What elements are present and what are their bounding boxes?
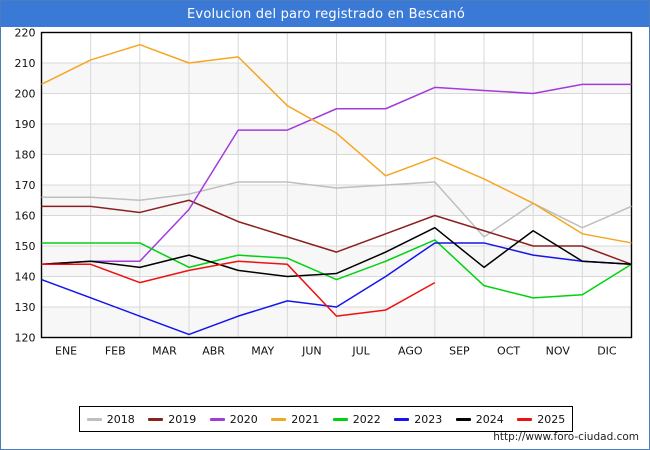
x-axis-tick-label: MAR xyxy=(152,345,177,358)
legend-label: 2024 xyxy=(475,412,504,426)
legend-item-2024[interactable]: 2024 xyxy=(455,412,504,426)
legend-item-2022[interactable]: 2022 xyxy=(332,412,381,426)
legend-label: 2022 xyxy=(352,412,381,426)
source-url: http://www.foro-ciudad.com xyxy=(493,431,639,443)
series-line-2022 xyxy=(41,239,632,299)
series-line-2024 xyxy=(41,226,632,278)
x-axis-tick-label: DIC xyxy=(597,345,617,358)
legend-item-2020[interactable]: 2020 xyxy=(209,412,258,426)
y-axis-tick-label: 140 xyxy=(15,271,36,284)
legend-label: 2023 xyxy=(414,412,443,426)
legend-label: 2020 xyxy=(229,412,258,426)
page-title: Evolucion del paro registrado en Bescanó xyxy=(187,6,465,22)
legend-swatch-icon xyxy=(517,417,533,421)
data-series-lines xyxy=(41,43,632,336)
line-chart-svg: 120 130 140 150 160 170 180 190 200 210 220 ENE FEB… xyxy=(15,27,633,358)
legend-item-2025[interactable]: 2025 xyxy=(517,413,565,426)
legend-swatch-icon xyxy=(86,417,102,421)
x-axis-tick-label: ENE xyxy=(55,345,77,358)
series-line-2023 xyxy=(41,242,632,336)
legend-swatch-icon xyxy=(209,417,225,421)
x-axis-tick-labels: ENE FEB MAR ABR MAY JUN JUL AGO SEP OCT NOV DIC xyxy=(55,345,617,358)
window-title-bar: Evolucion del paro registrado en Bescanó xyxy=(1,1,649,27)
chart-canvas: 120 130 140 150 160 170 180 190 200 210 220 ENE FEB… xyxy=(1,27,649,449)
y-axis-tick-label: 200 xyxy=(15,88,36,101)
y-axis-tick-label: 130 xyxy=(15,301,36,314)
y-axis-tick-label: 170 xyxy=(15,179,36,192)
x-axis-tick-label: SEP xyxy=(449,345,470,358)
legend-swatch-icon xyxy=(271,417,287,421)
legend-swatch-icon xyxy=(455,417,471,421)
legend-label: 2021 xyxy=(291,412,320,426)
legend-label: 2018 xyxy=(106,412,135,426)
y-axis-tick-label: 180 xyxy=(15,149,36,162)
y-axis-tick-label: 190 xyxy=(15,118,36,131)
series-line-2025 xyxy=(41,260,436,317)
y-axis-tick-label: 220 xyxy=(15,27,36,40)
x-axis-tick-label: AGO xyxy=(398,345,423,358)
legend-swatch-icon xyxy=(148,417,164,421)
x-axis-tick-label: FEB xyxy=(105,345,126,358)
series-line-2021 xyxy=(41,43,632,244)
x-axis-tick-label: ABR xyxy=(202,345,225,358)
legend-label: 2019 xyxy=(168,412,197,426)
legend-item-2018[interactable]: 2018 xyxy=(86,412,135,426)
legend-item-2019[interactable]: 2019 xyxy=(148,413,196,426)
plot-border xyxy=(40,31,633,339)
x-axis-tick-label: OCT xyxy=(497,345,520,358)
y-axis-tick-labels: 120 130 140 150 160 170 180 190 200 210 220 xyxy=(15,27,36,345)
grid-lines xyxy=(41,32,632,338)
legend-swatch-icon xyxy=(332,417,348,421)
y-axis-tick-label: 150 xyxy=(15,240,36,253)
x-axis-tick-label: MAY xyxy=(251,345,274,358)
y-axis-tick-label: 160 xyxy=(15,210,36,223)
x-axis-tick-label: NOV xyxy=(546,345,571,358)
y-axis-tick-label: 210 xyxy=(15,57,36,70)
x-axis-tick-label: JUN xyxy=(301,345,322,358)
chart-legend: 2018 2019 2020 2021 2022 2023 2024 2025 xyxy=(79,406,573,432)
legend-item-2021[interactable]: 2021 xyxy=(271,413,319,426)
x-axis-tick-label: JUL xyxy=(351,345,370,358)
legend-item-2023[interactable]: 2023 xyxy=(394,413,442,426)
series-line-2020 xyxy=(41,83,632,266)
legend-label: 2025 xyxy=(537,412,566,426)
series-line-2019 xyxy=(41,199,632,266)
legend-swatch-icon xyxy=(394,417,410,421)
y-axis-tick-label: 120 xyxy=(15,332,36,345)
